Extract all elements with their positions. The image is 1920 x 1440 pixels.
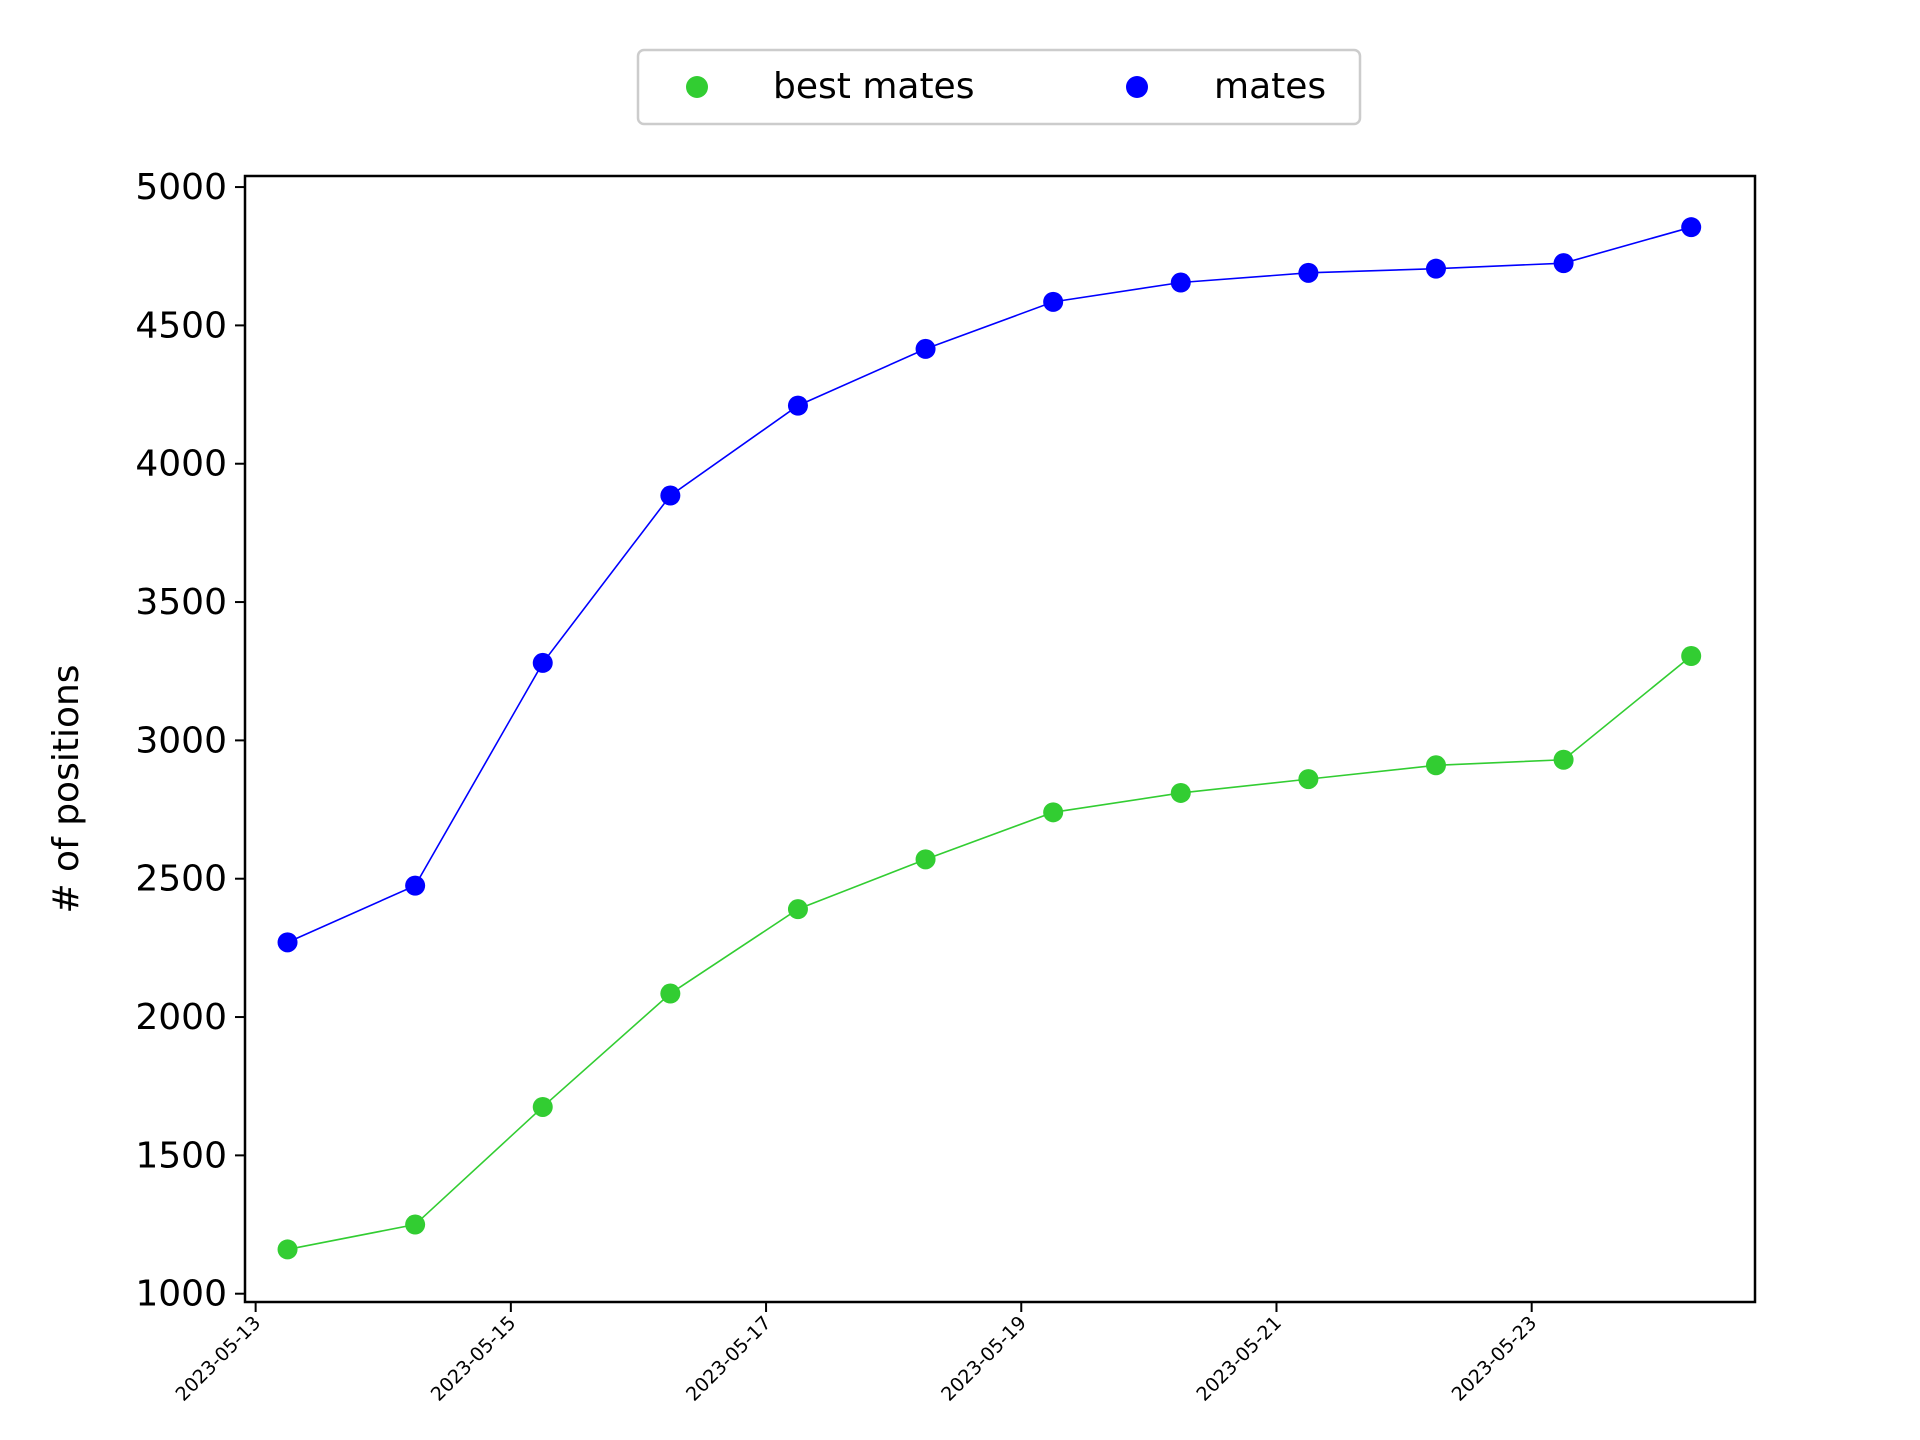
data-point [1170,782,1191,803]
y-tick-label: 4500 [135,305,227,346]
data-point [1681,217,1702,238]
legend-box [636,48,1362,126]
data-point [1425,258,1446,279]
y-tick-label: 1000 [135,1274,227,1315]
data-point [277,932,298,953]
y-tick-label: 3000 [135,720,227,761]
y-tick-label: 5000 [135,167,227,208]
y-tick-label: 2000 [135,997,227,1038]
data-point [660,485,681,506]
plot-area-frame [243,174,1757,1304]
data-point [1681,646,1702,667]
data-point [405,875,426,896]
y-tick-label: 3500 [135,582,227,623]
x-axis: 2023-05-13 2023-05-15 2023-05-17 2023-05-19… [172,1302,1542,1406]
series-line [287,226,1692,944]
y-tick-label: 4000 [135,444,227,485]
data-point [915,849,936,870]
data-point [405,1214,426,1235]
series-best-mates [277,646,1702,1260]
data-point [1298,769,1319,790]
x-tick-label: 2023-05-21 [1192,1312,1286,1406]
data-point [532,1096,553,1117]
data-point [1553,253,1574,274]
data-point [1298,262,1319,283]
data-point [660,983,681,1004]
legend: best mates mates [636,48,1362,126]
data-point [1043,291,1064,312]
data-point [1553,749,1574,770]
y-tick-label: 1500 [135,1135,227,1176]
x-tick-label: 2023-05-19 [937,1312,1031,1406]
x-tick-label: 2023-05-17 [682,1312,776,1406]
x-tick-label: 2023-05-15 [427,1312,521,1406]
legend-marker [686,76,708,98]
data-point [532,652,553,673]
x-tick-label: 2023-05-23 [1448,1312,1542,1406]
data-point [1425,755,1446,776]
x-tick-label: 2023-05-13 [172,1312,266,1406]
y-axis: 1000 1500 2000 2500 3000 3500 4000 4500 5000 [135,167,245,1315]
legend-marker [1126,76,1148,98]
legend-label: best mates [773,66,974,107]
y-tick-label: 2500 [135,859,227,900]
data-point [787,899,808,920]
data-point [277,1239,298,1260]
data-point [915,338,936,359]
series-line [287,655,1692,1251]
y-axis-label: # of positions [46,664,87,913]
series [277,217,1702,1260]
legend-label: mates [1214,66,1326,107]
data-point [1170,272,1191,293]
data-point [1043,802,1064,823]
y-axis-label-group: # of positions [46,664,87,913]
data-point [787,395,808,416]
series-mates [277,217,1702,953]
